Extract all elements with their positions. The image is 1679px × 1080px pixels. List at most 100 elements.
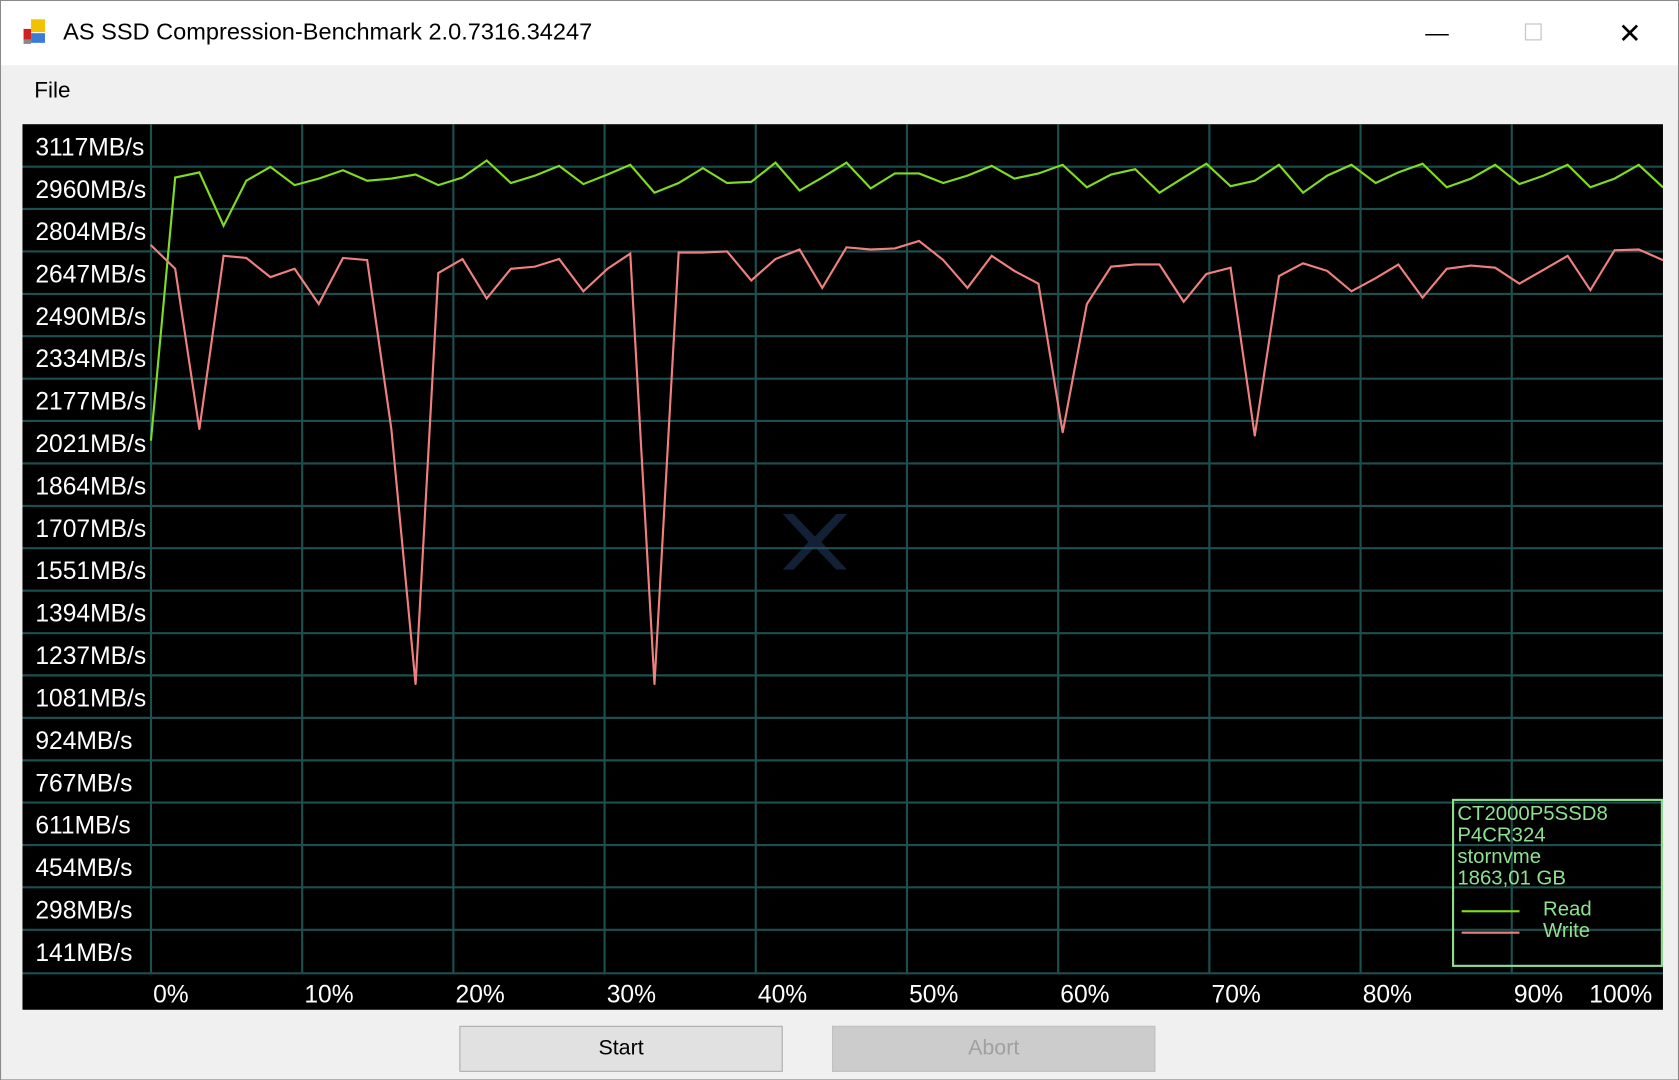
data-point-write — [317, 303, 320, 305]
data-point-write — [150, 244, 152, 247]
app-icon — [23, 19, 45, 44]
data-point-read — [293, 184, 296, 186]
data-point-read — [1589, 186, 1592, 189]
data-point-write — [629, 252, 632, 255]
data-point-read — [1278, 163, 1280, 166]
data-point-read — [1397, 171, 1400, 174]
data-point-write — [293, 267, 296, 270]
close-button[interactable]: ✕ — [1582, 1, 1678, 65]
y-tick-label: 2334MB/s — [35, 346, 146, 373]
data-point-read — [990, 165, 993, 167]
data-point-write — [990, 254, 993, 257]
data-point-read — [821, 176, 824, 179]
data-point-read — [342, 169, 344, 172]
data-point-write — [1589, 289, 1592, 292]
data-point-write — [1182, 300, 1185, 303]
data-point-write — [558, 258, 561, 260]
data-point-write — [869, 248, 872, 251]
menu-file[interactable]: File — [34, 78, 71, 103]
data-point-read — [1421, 162, 1424, 165]
x-tick-label: 10% — [304, 981, 353, 1008]
x-tick-label: 30% — [607, 981, 656, 1008]
data-point-read — [1445, 186, 1448, 189]
data-point-write — [1421, 296, 1424, 299]
data-point-read — [1013, 177, 1016, 180]
data-point-read — [485, 159, 488, 162]
x-tick-label: 100% — [1589, 981, 1652, 1008]
data-point-read — [1518, 183, 1521, 185]
data-point-read — [1566, 163, 1569, 166]
data-point-write — [1134, 263, 1137, 266]
y-tick-label: 1551MB/s — [35, 558, 146, 585]
data-point-write — [1566, 254, 1569, 257]
data-point-read — [845, 161, 848, 164]
legend-driver: stornvme — [1457, 845, 1542, 869]
data-point-read — [222, 224, 225, 227]
y-tick-label: 2490MB/s — [35, 304, 146, 331]
data-point-read — [653, 191, 656, 194]
data-point-read — [1302, 191, 1304, 194]
data-point-read — [1613, 177, 1616, 180]
start-button[interactable]: Start — [459, 1025, 783, 1072]
data-point-write — [1229, 266, 1232, 269]
compression-chart: 3117MB/s 2960MB/s 2804MB/s 2647MB/s 2490MB/s… — [22, 124, 1663, 1010]
x-tick-label: 90% — [1514, 981, 1563, 1008]
y-tick-label: 2804MB/s — [35, 219, 146, 246]
data-point-write — [1086, 303, 1088, 305]
watermark-logo — [761, 510, 932, 574]
series-line-read — [149, 159, 1663, 441]
legend-read-label: Read — [1543, 898, 1592, 921]
data-point-read — [1494, 163, 1496, 166]
data-point-write — [509, 267, 512, 270]
data-point-read — [894, 172, 896, 175]
data-point-write — [1445, 267, 1448, 270]
title-bar: AS SSD Compression-Benchmark 2.0.7316.34… — [1, 1, 1678, 66]
x-tick-label: 20% — [456, 981, 505, 1008]
data-point-write — [750, 279, 753, 282]
y-tick-label: 1707MB/s — [35, 516, 146, 543]
data-point-read — [726, 182, 728, 184]
data-point-write — [534, 265, 536, 268]
data-point-write — [798, 248, 801, 251]
y-tick-label: 611MB/s — [35, 813, 130, 840]
close-icon: ✕ — [1618, 16, 1642, 49]
data-point-read — [1205, 162, 1208, 165]
data-point-write — [1613, 249, 1616, 252]
data-point-read — [150, 439, 152, 441]
data-point-write — [1326, 270, 1329, 272]
data-point-write — [653, 683, 656, 686]
data-point-write — [582, 290, 585, 293]
data-point-write — [1037, 282, 1040, 285]
series-line-write — [150, 239, 1663, 685]
legend-write-swatch — [1461, 931, 1520, 934]
x-tick-label: 70% — [1212, 981, 1261, 1008]
data-point-write — [677, 251, 680, 254]
data-point-read — [461, 176, 464, 179]
data-point-read — [1350, 163, 1353, 166]
data-point-read — [1253, 179, 1256, 182]
y-tick-label: 2021MB/s — [35, 431, 146, 458]
data-point-write — [1013, 270, 1016, 272]
y-tick-label: 2647MB/s — [35, 261, 146, 288]
data-point-write — [1397, 263, 1400, 266]
legend-write-label: Write — [1543, 919, 1591, 943]
data-point-read — [509, 182, 512, 184]
data-point-write — [726, 250, 728, 253]
data-point-write — [174, 267, 177, 270]
minimize-button[interactable]: — — [1389, 1, 1485, 65]
data-point-write — [1350, 290, 1353, 293]
abort-button[interactable]: Abort — [832, 1025, 1156, 1072]
data-point-read — [629, 163, 632, 166]
data-point-read — [414, 173, 417, 176]
y-tick-label: 1864MB/s — [35, 473, 146, 500]
data-point-write — [342, 257, 344, 259]
data-point-write — [606, 267, 609, 270]
data-point-read — [558, 165, 561, 167]
data-point-read — [390, 177, 393, 180]
data-point-write — [245, 257, 248, 259]
legend-device: CT2000P5SSD8 — [1457, 803, 1608, 826]
data-point-write — [1253, 434, 1256, 437]
data-point-read — [1542, 174, 1545, 177]
data-point-read — [198, 171, 201, 174]
data-point-read — [1374, 182, 1377, 184]
